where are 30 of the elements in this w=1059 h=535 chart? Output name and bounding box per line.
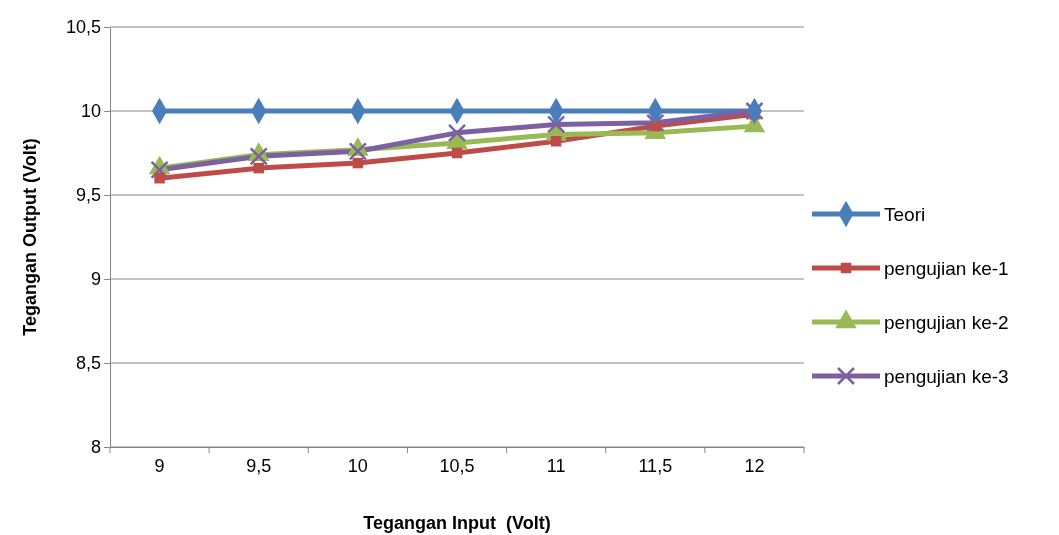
point bbox=[249, 147, 268, 166]
x-axis-title: Tegangan Input (Volt) bbox=[363, 513, 551, 533]
y-tick-label: 8 bbox=[90, 437, 101, 458]
y-tick-label: 10 bbox=[80, 101, 101, 122]
point bbox=[650, 120, 661, 132]
x-tick-label: 11,5 bbox=[638, 455, 673, 476]
point bbox=[546, 115, 566, 134]
point bbox=[447, 123, 467, 143]
point bbox=[154, 172, 165, 184]
y-tick-label: 8,5 bbox=[75, 353, 101, 374]
point bbox=[451, 147, 463, 159]
x-tick-label: 9,5 bbox=[246, 455, 272, 476]
x-tick-label: 11 bbox=[546, 455, 566, 476]
point bbox=[352, 157, 364, 169]
point bbox=[253, 162, 264, 174]
x-tick-label: 9 bbox=[154, 455, 165, 476]
point bbox=[550, 136, 562, 147]
legend-label: pengujian ke-2 bbox=[884, 312, 1009, 333]
legend-label: Teori bbox=[884, 204, 926, 225]
x-tick-label: 10,5 bbox=[439, 455, 475, 476]
legend-label: pengujian ke-1 bbox=[884, 258, 1009, 279]
y-tick-label: 9 bbox=[90, 269, 101, 290]
x-tick-label: 12 bbox=[744, 455, 765, 476]
point bbox=[150, 160, 169, 180]
y-tick-label: 9,5 bbox=[75, 185, 101, 206]
x-tick-label: 10 bbox=[347, 455, 368, 476]
y-axis-title: Tegangan Output (Volt) bbox=[20, 138, 40, 336]
legend-label: pengujian ke-3 bbox=[884, 366, 1009, 387]
y-tick-label: 10,5 bbox=[65, 17, 101, 38]
point bbox=[348, 142, 368, 161]
